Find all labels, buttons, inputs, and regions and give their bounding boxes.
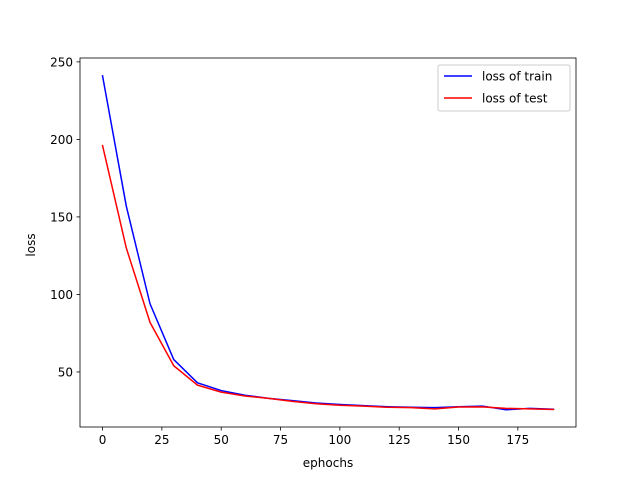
legend-entry-test: loss of test	[482, 92, 548, 106]
x-tick-label: 100	[328, 433, 351, 447]
y-tick-label: 200	[50, 133, 73, 147]
plot-area: 0 25 50 75 100 125 150 175 50 100 150 200 250 loss of…	[50, 55, 577, 447]
x-tick-label: 50	[214, 433, 229, 447]
y-tick-label: 100	[50, 288, 73, 302]
x-tick-label: 0	[99, 433, 107, 447]
x-tick-label: 150	[447, 433, 470, 447]
x-tick-label: 125	[388, 433, 411, 447]
x-tick-label: 25	[154, 433, 169, 447]
x-tick-label: 175	[506, 433, 529, 447]
y-tick-label: 250	[50, 55, 73, 69]
y-tick-label: 150	[50, 210, 73, 224]
x-tick-label: 75	[273, 433, 288, 447]
legend-entry-train: loss of train	[482, 70, 552, 84]
axes-frame	[79, 57, 577, 428]
y-tick-label: 50	[58, 365, 73, 379]
y-axis-label: loss	[24, 233, 38, 256]
series-line-test	[101, 144, 555, 411]
x-axis-label: ephochs	[303, 456, 353, 470]
